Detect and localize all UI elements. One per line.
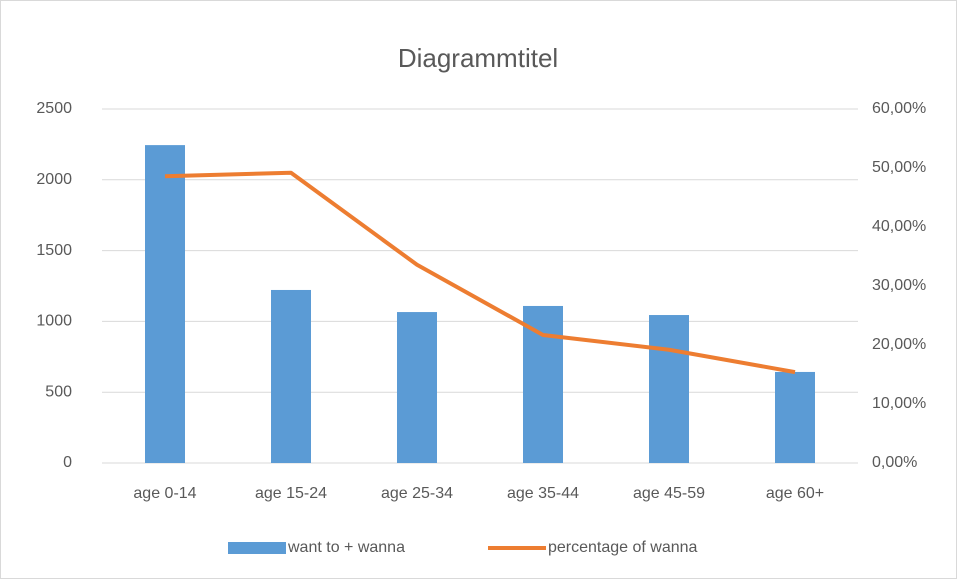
y2-tick-label: 50,00%: [872, 159, 926, 176]
y-tick-label: 500: [45, 383, 72, 400]
legend-swatch: [228, 542, 286, 554]
y2-tick-label: 20,00%: [872, 336, 926, 353]
y2-tick-label: 40,00%: [872, 218, 926, 235]
y-tick-label: 1500: [36, 242, 72, 259]
x-tick-label: age 15-24: [255, 485, 327, 502]
y-tick-label: 1000: [36, 313, 72, 330]
x-tick-label: age 45-59: [633, 485, 705, 502]
bar: [271, 289, 311, 463]
bar: [649, 315, 689, 463]
x-tick-label: age 35-44: [507, 485, 579, 502]
x-tick-label: age 0-14: [133, 485, 196, 502]
y-tick-label: 0: [63, 454, 72, 471]
line: [164, 170, 796, 375]
y-tick-label: 2500: [36, 100, 72, 117]
y-tick-label: 2000: [36, 171, 72, 188]
legend-label: percentage of wanna: [548, 539, 698, 556]
x-tick-label: age 60+: [766, 485, 824, 502]
y2-tick-label: 0,00%: [872, 454, 917, 471]
bar: [145, 145, 185, 463]
y2-tick-label: 60,00%: [872, 100, 926, 117]
bar: [397, 312, 437, 463]
bar: [523, 305, 563, 463]
y2-tick-label: 10,00%: [872, 395, 926, 412]
x-tick-label: age 25-34: [381, 485, 453, 502]
bar: [775, 371, 815, 463]
legend-label: want to + wanna: [287, 539, 405, 556]
chart-title: Diagrammtitel: [398, 43, 558, 73]
y2-tick-label: 30,00%: [872, 277, 926, 294]
